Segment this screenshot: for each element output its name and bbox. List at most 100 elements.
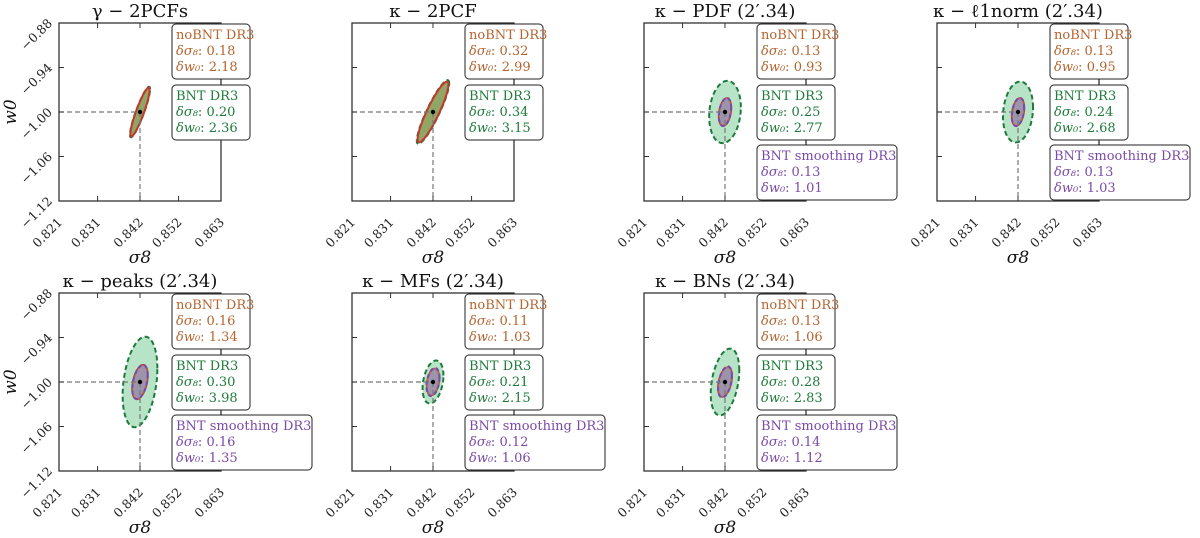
dsigma8-label: δσ₈ bbox=[469, 314, 492, 329]
colon: : bbox=[783, 435, 792, 450]
legend-dsigma8: δσ₈: 0.20 bbox=[176, 105, 235, 120]
legend-series-name: noBNT DR3 bbox=[469, 298, 547, 313]
legend-series-name: BNT smoothing DR3 bbox=[176, 419, 311, 434]
colon: : bbox=[785, 181, 794, 196]
legend-series-name: noBNT DR3 bbox=[469, 28, 547, 43]
dsigma8-value: 0.13 bbox=[791, 165, 820, 180]
colon: : bbox=[198, 314, 207, 329]
panel-2: κ − 2PCF 0.821 0.831 0.842 0.852 0.863 σ8 noBNT… bbox=[322, 1, 547, 268]
x-axis-label: σ8 bbox=[1007, 248, 1030, 268]
colon: : bbox=[1076, 165, 1085, 180]
legend-dsigma8: δσ₈: 0.24 bbox=[1054, 105, 1113, 120]
dsigma8-label: δσ₈ bbox=[469, 435, 492, 450]
dsigma8-value: 0.34 bbox=[499, 105, 528, 120]
colon: : bbox=[1076, 105, 1085, 120]
legend-dsigma8: δσ₈: 0.16 bbox=[176, 435, 235, 450]
panel-7: κ − BNs (2′.34) 0.821 0.831 0.842 0.852 0.863… bbox=[614, 271, 898, 538]
x-tick-label: 0.852 bbox=[149, 215, 185, 251]
legend-frame bbox=[171, 414, 313, 471]
dw0-label: δw₀ bbox=[1054, 121, 1079, 136]
dw0-value: 2.36 bbox=[209, 121, 238, 136]
x-tick-label: 0.831 bbox=[653, 485, 689, 521]
dw0-value: 1.35 bbox=[209, 451, 238, 466]
dsigma8-label: δσ₈ bbox=[176, 44, 199, 59]
dw0-value: 0.93 bbox=[794, 60, 823, 75]
x-tick-label: 0.821 bbox=[322, 215, 358, 251]
panel-title: κ − BNs (2′.34) bbox=[655, 271, 795, 292]
dsigma8-label: δσ₈ bbox=[469, 44, 492, 59]
legend-dsigma8: δσ₈: 0.13 bbox=[761, 314, 820, 329]
x-tick-label: 0.852 bbox=[734, 485, 770, 521]
dw0-label: δw₀ bbox=[469, 391, 494, 406]
colon: : bbox=[491, 375, 500, 390]
dsigma8-label: δσ₈ bbox=[761, 105, 784, 120]
colon: : bbox=[491, 435, 500, 450]
legend-frame bbox=[756, 414, 898, 471]
colon: : bbox=[783, 375, 792, 390]
fiducial-star-marker bbox=[722, 109, 728, 115]
colon: : bbox=[493, 451, 502, 466]
panel-6: κ − MFs (2′.34) 0.821 0.831 0.842 0.852 0.863… bbox=[322, 271, 606, 538]
legend-dsigma8: δσ₈: 0.18 bbox=[176, 44, 235, 59]
y-tick-label: −0.88 bbox=[17, 15, 55, 53]
legend-dsigma8: δσ₈: 0.13 bbox=[1054, 165, 1113, 180]
x-tick-label: 0.842 bbox=[988, 215, 1024, 251]
legend-dsigma8: δσ₈: 0.32 bbox=[469, 44, 528, 59]
dsigma8-value: 0.32 bbox=[499, 44, 528, 59]
x-tick-label: 0.821 bbox=[614, 485, 650, 521]
colon: : bbox=[198, 435, 207, 450]
legend-frame bbox=[171, 84, 251, 141]
panel-title: γ − 2PCFs bbox=[92, 1, 188, 22]
y-tick-label: −1.06 bbox=[17, 149, 55, 187]
dw0-value: 2.77 bbox=[794, 121, 823, 136]
x-tick-label: 0.852 bbox=[149, 485, 185, 521]
x-tick-label: 0.852 bbox=[442, 485, 478, 521]
legend-frame bbox=[171, 23, 251, 80]
legend-series-name: BNT DR3 bbox=[176, 359, 238, 374]
dw0-value: 1.03 bbox=[502, 330, 531, 345]
x-tick-label: 0.821 bbox=[614, 215, 650, 251]
fiducial-star-marker bbox=[430, 379, 436, 385]
y-axis-label: w0 bbox=[1, 369, 21, 395]
panel-title: κ − MFs (2′.34) bbox=[362, 271, 504, 292]
legend-series-name: BNT DR3 bbox=[761, 359, 823, 374]
dsigma8-label: δσ₈ bbox=[761, 44, 784, 59]
colon: : bbox=[491, 314, 500, 329]
dsigma8-value: 0.20 bbox=[206, 105, 235, 120]
dw0-label: δw₀ bbox=[761, 330, 786, 345]
legend-dsigma8: δσ₈: 0.11 bbox=[469, 314, 528, 329]
legend-series-name: BNT smoothing DR3 bbox=[761, 419, 896, 434]
legend-dw0: δw₀: 1.34 bbox=[176, 330, 238, 345]
x-tick-label: 0.821 bbox=[322, 485, 358, 521]
colon: : bbox=[785, 60, 794, 75]
panel-4: κ − ℓ1norm (2′.34)0.821 0.831 0.842 0.852 0.… bbox=[907, 1, 1191, 268]
panel-title: κ − peaks (2′.34) bbox=[63, 271, 218, 292]
colon: : bbox=[493, 330, 502, 345]
x-tick-label: 0.863 bbox=[484, 484, 520, 520]
legend-frame bbox=[464, 23, 544, 80]
x-tick-label: 0.863 bbox=[191, 214, 227, 250]
x-axis-label: σ8 bbox=[129, 248, 152, 268]
colon: : bbox=[493, 121, 502, 136]
dw0-value: 0.95 bbox=[1087, 60, 1116, 75]
legend-dsigma8: δσ₈: 0.13 bbox=[1054, 44, 1113, 59]
dsigma8-value: 0.12 bbox=[499, 435, 528, 450]
legend-dsigma8: δσ₈: 0.25 bbox=[761, 105, 820, 120]
x-tick-label: 0.863 bbox=[776, 214, 812, 250]
legend-dsigma8: δσ₈: 0.14 bbox=[761, 435, 820, 450]
y-tick-label: −0.94 bbox=[17, 60, 55, 98]
dsigma8-value: 0.13 bbox=[1084, 165, 1113, 180]
legend-dw0: δw₀: 0.95 bbox=[1054, 60, 1116, 75]
dsigma8-label: δσ₈ bbox=[761, 435, 784, 450]
dsigma8-value: 0.28 bbox=[791, 375, 820, 390]
legend-frame bbox=[464, 293, 544, 350]
colon: : bbox=[493, 391, 502, 406]
y-tick-label: −0.94 bbox=[17, 330, 55, 368]
